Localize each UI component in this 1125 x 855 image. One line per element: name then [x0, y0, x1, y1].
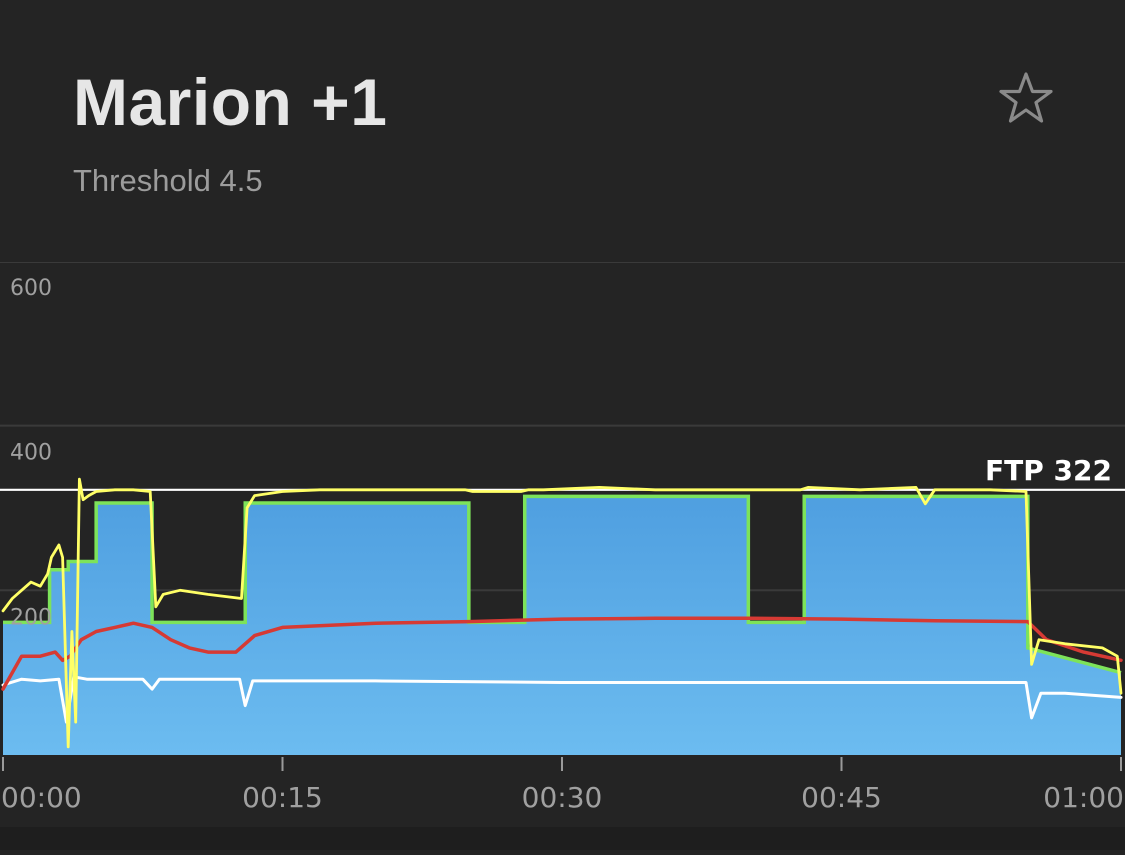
bottom-strip: [0, 827, 1125, 850]
x-tick-label: 00:00: [1, 781, 82, 814]
workout-header: Marion +1 Threshold 4.5: [0, 0, 1125, 262]
chart-svg: 600 400 200 FTP 322 00:00 00:15 00:30 00:45 01:0…: [0, 259, 1125, 850]
ftp-label: FTP 322: [985, 454, 1112, 487]
x-tick-label: 00:45: [801, 781, 882, 814]
x-tick-label: 00:30: [522, 781, 603, 814]
workout-title: Marion +1: [73, 65, 388, 139]
y-tick-label: 400: [10, 441, 52, 466]
power-chart: 600 400 200 FTP 322 00:00 00:15 00:30 00:45 01:0…: [0, 259, 1125, 850]
x-tick-label: 01:00: [1043, 781, 1124, 814]
power-line: [1, 477, 1123, 749]
x-tick-label: 00:15: [242, 781, 323, 814]
y-tick-label: 200: [10, 605, 52, 630]
workout-subtitle: Threshold 4.5: [73, 163, 263, 198]
star-outline-icon[interactable]: [997, 70, 1055, 128]
target-power-area: [3, 496, 1121, 755]
target-power-outline: [3, 494, 1122, 675]
cadence-line: [1, 675, 1123, 724]
y-tick-label: 600: [10, 276, 52, 301]
